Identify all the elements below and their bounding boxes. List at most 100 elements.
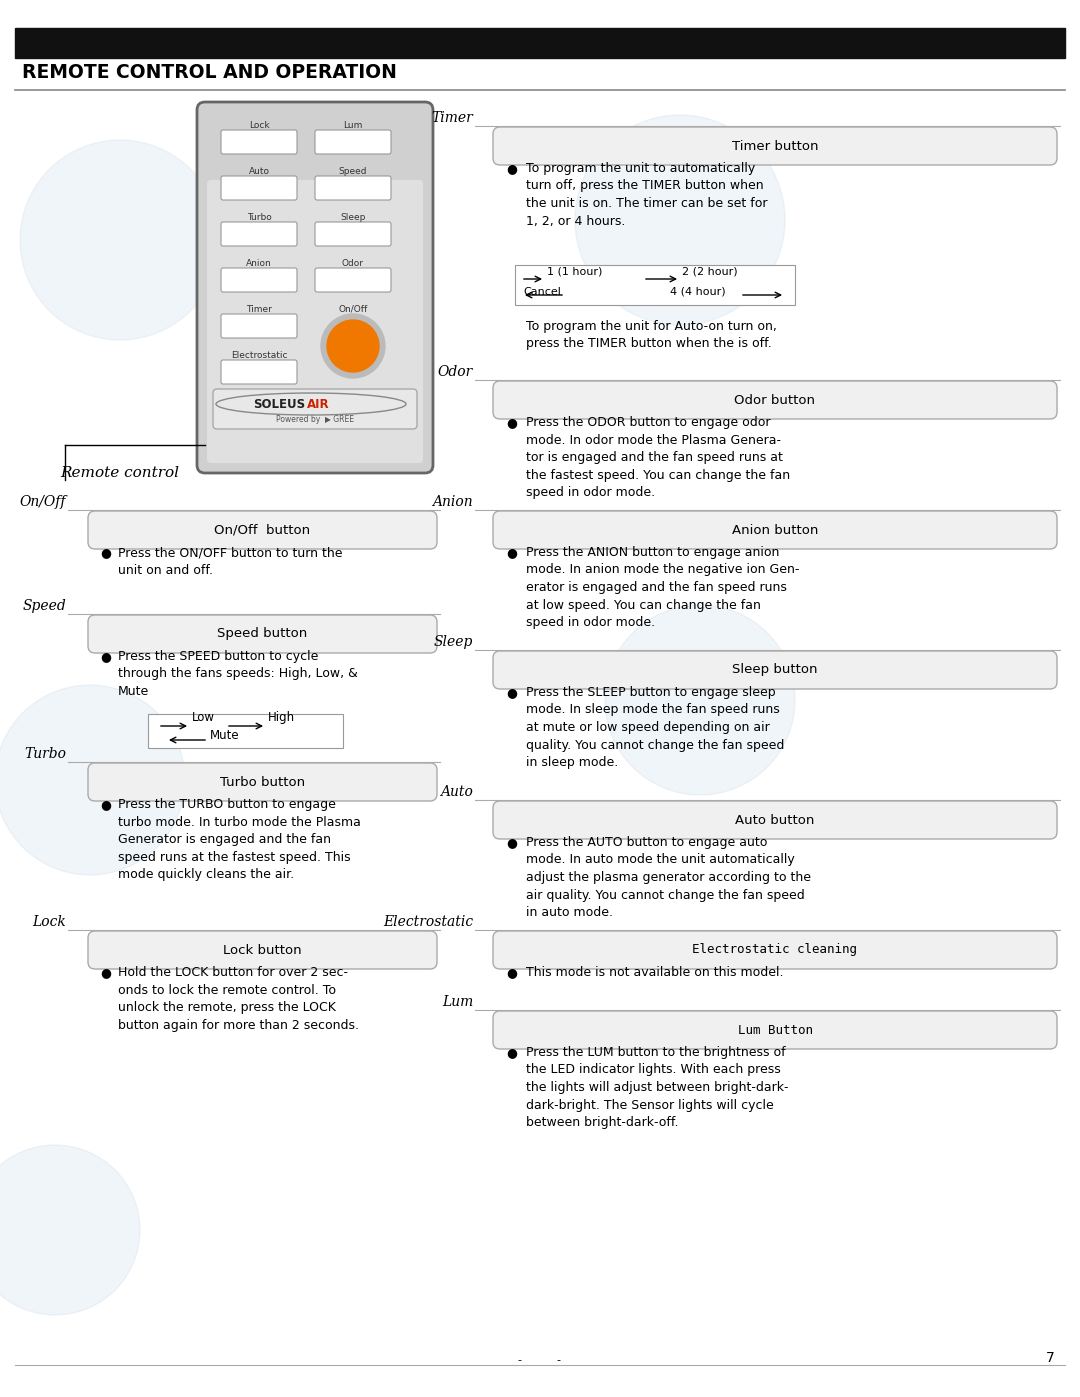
Text: On/Off: On/Off	[338, 305, 367, 314]
FancyBboxPatch shape	[221, 130, 297, 154]
Text: AIR: AIR	[307, 398, 329, 411]
Text: Powered by  ▶ GREE: Powered by ▶ GREE	[276, 415, 354, 425]
FancyBboxPatch shape	[87, 511, 437, 549]
Text: ●: ●	[507, 965, 517, 979]
Text: Remote control: Remote control	[60, 467, 179, 481]
Text: ●: ●	[100, 965, 111, 979]
Text: SOLEUS: SOLEUS	[253, 398, 305, 411]
Text: Turbo: Turbo	[24, 747, 66, 761]
Text: Sleep button: Sleep button	[732, 664, 818, 676]
Text: ●: ●	[100, 650, 111, 664]
Text: Cancel: Cancel	[523, 286, 561, 298]
FancyBboxPatch shape	[87, 763, 437, 800]
Text: ●: ●	[100, 546, 111, 559]
Text: Speed button: Speed button	[217, 627, 308, 640]
Text: Press the LUM button to the brightness of
the LED indicator lights. With each pr: Press the LUM button to the brightness o…	[526, 1046, 788, 1129]
FancyBboxPatch shape	[221, 360, 297, 384]
Text: High: High	[268, 711, 295, 724]
Text: Low: Low	[192, 711, 215, 724]
FancyBboxPatch shape	[315, 222, 391, 246]
Circle shape	[321, 314, 384, 379]
Text: ●: ●	[507, 546, 517, 559]
Circle shape	[575, 115, 785, 326]
Text: Speed: Speed	[23, 599, 66, 613]
Text: -          -: - -	[518, 1355, 562, 1365]
FancyBboxPatch shape	[315, 268, 391, 292]
Text: 1 (1 hour): 1 (1 hour)	[546, 267, 603, 277]
Text: Odor: Odor	[342, 258, 364, 268]
Text: Timer button: Timer button	[732, 140, 819, 152]
Text: On/Off  button: On/Off button	[215, 524, 311, 536]
FancyBboxPatch shape	[221, 222, 297, 246]
Text: Press the TURBO button to engage
turbo mode. In turbo mode the Plasma
Generator : Press the TURBO button to engage turbo m…	[118, 798, 361, 882]
FancyBboxPatch shape	[207, 180, 423, 462]
Circle shape	[0, 1146, 140, 1315]
Text: Timer: Timer	[431, 110, 473, 124]
Text: 7: 7	[1047, 1351, 1055, 1365]
FancyBboxPatch shape	[492, 651, 1057, 689]
Text: Press the AUTO button to engage auto
mode. In auto mode the unit automatically
a: Press the AUTO button to engage auto mod…	[526, 835, 811, 919]
Text: Timer: Timer	[246, 305, 272, 314]
Text: Lum: Lum	[442, 995, 473, 1009]
FancyBboxPatch shape	[221, 176, 297, 200]
FancyBboxPatch shape	[492, 800, 1057, 840]
Text: Lock: Lock	[32, 915, 66, 929]
Text: Turbo button: Turbo button	[220, 775, 305, 788]
Text: ●: ●	[507, 162, 517, 175]
FancyBboxPatch shape	[315, 176, 391, 200]
Text: Turbo: Turbo	[246, 212, 271, 222]
Text: Speed: Speed	[339, 168, 367, 176]
Text: Sleep: Sleep	[340, 212, 366, 222]
Text: To program the unit to automatically
turn off, press the TIMER button when
the u: To program the unit to automatically tur…	[526, 162, 768, 228]
Text: Electrostatic: Electrostatic	[231, 351, 287, 360]
Text: REMOTE CONTROL AND OPERATION: REMOTE CONTROL AND OPERATION	[22, 63, 396, 82]
Circle shape	[327, 320, 379, 372]
Text: Anion: Anion	[432, 495, 473, 509]
Bar	[15, 28, 1065, 59]
Circle shape	[0, 685, 185, 875]
Text: Odor: Odor	[437, 365, 473, 379]
Text: Lock: Lock	[248, 122, 269, 130]
FancyBboxPatch shape	[221, 268, 297, 292]
FancyBboxPatch shape	[213, 388, 417, 429]
FancyBboxPatch shape	[492, 381, 1057, 419]
FancyBboxPatch shape	[492, 930, 1057, 970]
Text: Auto button: Auto button	[735, 813, 814, 827]
Text: Auto: Auto	[441, 785, 473, 799]
Text: Odor button: Odor button	[734, 394, 815, 407]
Text: ●: ●	[507, 835, 517, 849]
Text: On/Off: On/Off	[19, 495, 66, 509]
FancyBboxPatch shape	[197, 102, 433, 474]
Circle shape	[21, 140, 220, 339]
Text: Electrostatic: Electrostatic	[383, 915, 473, 929]
FancyBboxPatch shape	[87, 615, 437, 652]
Text: ●: ●	[507, 1046, 517, 1059]
Text: Mute: Mute	[210, 729, 240, 742]
Text: ●: ●	[507, 416, 517, 429]
FancyBboxPatch shape	[221, 314, 297, 338]
Text: Press the SLEEP button to engage sleep
mode. In sleep mode the fan speed runs
at: Press the SLEEP button to engage sleep m…	[526, 686, 784, 768]
Text: Hold the LOCK button for over 2 sec-
onds to lock the remote control. To
unlock : Hold the LOCK button for over 2 sec- ond…	[118, 965, 359, 1031]
Circle shape	[605, 605, 795, 795]
FancyBboxPatch shape	[492, 127, 1057, 165]
Text: Press the SPEED button to cycle
through the fans speeds: High, Low, &
Mute: Press the SPEED button to cycle through …	[118, 650, 357, 698]
Text: This mode is not available on this model.: This mode is not available on this model…	[526, 965, 783, 979]
Text: Press the ODOR button to engage odor
mode. In odor mode the Plasma Genera-
tor i: Press the ODOR button to engage odor mod…	[526, 416, 791, 499]
Text: Press the ANION button to engage anion
mode. In anion mode the negative ion Gen-: Press the ANION button to engage anion m…	[526, 546, 799, 629]
Bar	[148, 714, 343, 747]
FancyBboxPatch shape	[87, 930, 437, 970]
Bar	[515, 265, 795, 305]
Text: ●: ●	[100, 798, 111, 812]
Text: Electrostatic cleaning: Electrostatic cleaning	[692, 943, 858, 957]
Text: Lock button: Lock button	[224, 943, 301, 957]
Text: To program the unit for Auto-on turn on,
press the TIMER button when the is off.: To program the unit for Auto-on turn on,…	[526, 320, 777, 351]
Text: Press the ON/OFF button to turn the
unit on and off.: Press the ON/OFF button to turn the unit…	[118, 546, 342, 577]
Text: Lum: Lum	[343, 122, 363, 130]
Text: Auto: Auto	[248, 168, 270, 176]
FancyBboxPatch shape	[492, 511, 1057, 549]
FancyBboxPatch shape	[492, 1011, 1057, 1049]
Text: Anion: Anion	[246, 258, 272, 268]
Text: 4 (4 hour): 4 (4 hour)	[670, 286, 726, 298]
Text: Sleep: Sleep	[434, 636, 473, 650]
Text: 2 (2 hour): 2 (2 hour)	[681, 267, 738, 277]
